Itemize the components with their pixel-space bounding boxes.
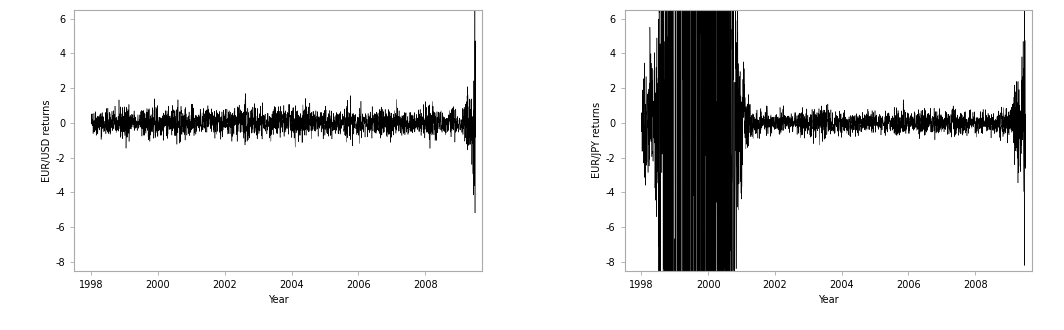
- Y-axis label: EUR/JPY returns: EUR/JPY returns: [592, 102, 601, 178]
- Y-axis label: EUR/USD returns: EUR/USD returns: [41, 99, 51, 182]
- X-axis label: Year: Year: [818, 295, 838, 305]
- X-axis label: Year: Year: [268, 295, 288, 305]
